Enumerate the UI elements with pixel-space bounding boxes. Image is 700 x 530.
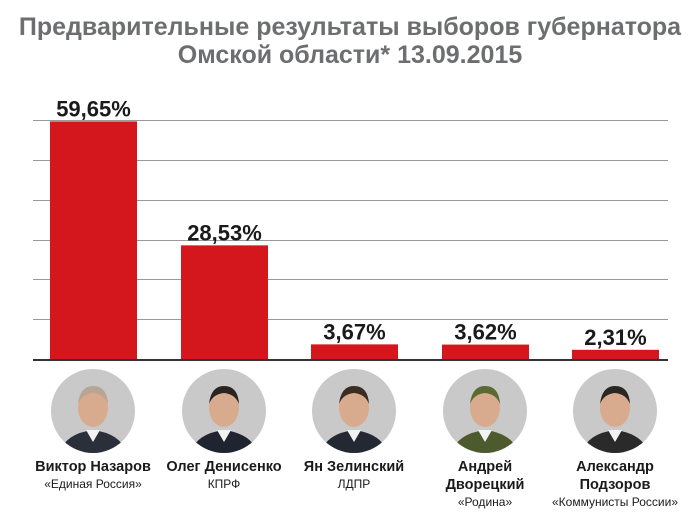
- candidate-name-line: Андрей: [457, 459, 513, 475]
- data-label-4: 3,62%: [454, 320, 516, 345]
- bar-3: [311, 344, 398, 359]
- candidate-card: Андрей Дворецкий «Родина»: [420, 368, 550, 510]
- candidate-name-line: Ян Зелинский: [303, 459, 405, 475]
- bar-4: [442, 344, 529, 359]
- portrait-dvoretsky-icon: [443, 369, 527, 453]
- data-label-5: 2,31%: [584, 325, 646, 350]
- candidate-name: Александр Подзоров: [550, 458, 680, 494]
- portrait-zelinsky-icon: [312, 369, 396, 453]
- candidate-name-line: Дворецкий: [445, 477, 525, 493]
- candidate-name-line: Подзоров: [579, 477, 651, 493]
- candidate-name-line: Александр: [576, 459, 654, 475]
- candidate-name: Андрей Дворецкий: [420, 458, 550, 494]
- candidate-card: Александр Подзоров «Коммунисты России»: [550, 368, 680, 510]
- data-label-1: 59,65%: [56, 96, 131, 121]
- candidate-card: Виктор Назаров «Единая Россия»: [28, 368, 158, 492]
- bar-5: [572, 349, 659, 359]
- candidate-card: Олег Денисенко КПРФ: [159, 368, 289, 492]
- candidate-party: КПРФ: [207, 477, 241, 491]
- candidate-name: Олег Денисенко: [159, 458, 289, 476]
- bar-1: [50, 121, 137, 359]
- portrait-podzorov-icon: [573, 369, 657, 453]
- data-label-2: 28,53%: [187, 220, 262, 245]
- candidate-card: Ян Зелинский ЛДПР: [289, 368, 419, 492]
- candidate-party: «Родина»: [457, 495, 513, 509]
- candidate-name: Ян Зелинский: [289, 458, 419, 476]
- candidate-name: Виктор Назаров: [28, 458, 158, 476]
- portrait-denisenko-icon: [182, 369, 266, 453]
- chart-title-line-2: Омской области* 13.09.2015: [177, 41, 523, 69]
- candidate-party: «Коммунисты России»: [552, 495, 678, 509]
- candidate-party: ЛДПР: [337, 477, 371, 491]
- candidate-name-line: Виктор Назаров: [35, 459, 151, 475]
- bar-2: [181, 245, 268, 359]
- bar-chart: 59,65% 28,53% 3,67% 3,62% 2,31%: [33, 96, 668, 361]
- candidate-party: «Единая Россия»: [44, 477, 142, 491]
- portrait-nazarov-icon: [51, 369, 135, 453]
- data-label-3: 3,67%: [323, 319, 385, 344]
- candidate-name-line: Олег Денисенко: [166, 459, 282, 475]
- chart-title-line-1: Предварительные результаты выборов губер…: [18, 13, 682, 41]
